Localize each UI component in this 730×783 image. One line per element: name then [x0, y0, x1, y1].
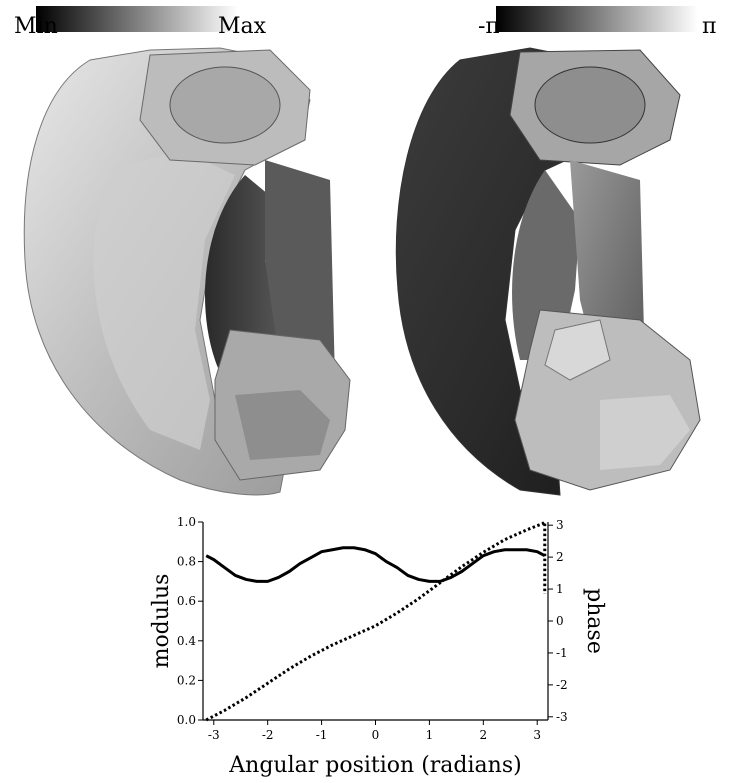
phase-render: [395, 47, 701, 496]
colorbar-neg-pi-label: -π: [478, 14, 500, 39]
x-axis-label: Angular position (radians): [228, 753, 521, 778]
x-tick-label: 1: [426, 728, 434, 742]
y2-tick-label: -2: [556, 678, 568, 692]
chart-series: [205, 520, 547, 722]
y2-tick-label: 0: [556, 614, 564, 628]
y-axis-label: modulus: [150, 574, 174, 669]
modulus-colorbar: [36, 6, 238, 32]
colorbar-pi-label: π: [702, 14, 717, 39]
phase-series-line: [205, 520, 547, 722]
modulus-render: [23, 47, 351, 496]
rendered-geometry-figures: [23, 47, 701, 496]
y-tick-label: 0.2: [177, 673, 196, 687]
x-tick-label: 3: [533, 728, 541, 742]
y-tick-label: 0.6: [177, 594, 196, 608]
x-tick-label: 2: [479, 728, 487, 742]
y2-tick-label: 2: [556, 550, 564, 564]
modulus-series-line: [205, 546, 546, 583]
y2-axis-label: phase: [582, 588, 607, 654]
y2-tick-label: -3: [556, 710, 568, 724]
y-tick-label: 0.4: [177, 634, 196, 648]
chart-axes: -3 -2 -1 0 1 2 3 0.0 0.2 0.4 0.6 0.8 1.0 -3 -2 -1 0 1 2 3: [177, 515, 568, 742]
colorbar-max-label: Max: [218, 14, 267, 39]
y-tick-label: 0.8: [177, 555, 196, 569]
phase-colorbar: [496, 6, 698, 32]
y-tick-label: 0.0: [177, 713, 196, 727]
y2-tick-label: 3: [556, 518, 564, 532]
modulus-phase-chart: -3 -2 -1 0 1 2 3 0.0 0.2 0.4 0.6 0.8 1.0 -3 -2 -1 0 1 2 3 A…: [150, 515, 607, 778]
x-tick-label: -3: [208, 728, 220, 742]
y2-tick-label: 1: [556, 582, 564, 596]
colorbar-min-label: Min: [14, 14, 58, 39]
x-tick-label: -1: [316, 728, 328, 742]
x-tick-label: -2: [262, 728, 274, 742]
y-tick-label: 1.0: [177, 515, 196, 529]
x-tick-label: 0: [372, 728, 380, 742]
y2-tick-label: -1: [556, 646, 568, 660]
